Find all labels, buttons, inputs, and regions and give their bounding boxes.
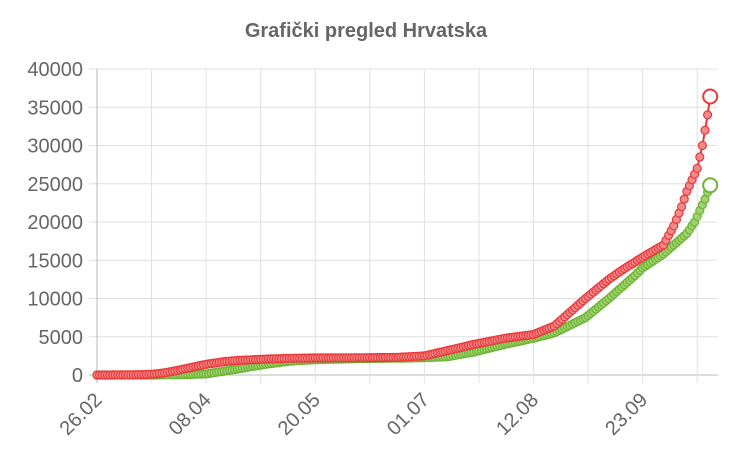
y-tick-label: 15000 <box>27 250 83 272</box>
y-tick-label: 5000 <box>39 327 84 349</box>
y-tick-label: 10000 <box>27 289 83 311</box>
series-0 <box>92 88 719 380</box>
y-tick-label: 20000 <box>27 212 83 234</box>
data-point <box>702 177 719 194</box>
series-line <box>97 96 712 376</box>
y-tick-label: 40000 <box>27 59 83 81</box>
x-tick-label: 23.09 <box>601 389 652 440</box>
data-point <box>702 110 713 120</box>
series-1 <box>92 177 719 380</box>
data-point <box>695 152 705 162</box>
grid <box>89 68 718 383</box>
data-point <box>676 202 687 212</box>
data-point <box>697 140 708 151</box>
y-tick-label: 25000 <box>27 174 83 196</box>
data-point <box>692 163 702 173</box>
x-tick-label: 26.02 <box>56 389 107 440</box>
x-tick-label: 20.05 <box>274 389 325 440</box>
y-tick-label: 0 <box>72 365 83 387</box>
data-point <box>700 125 710 135</box>
y-tick-label: 35000 <box>27 97 83 119</box>
data-point <box>679 194 689 204</box>
chart-title: Grafički pregled Hrvatska <box>244 20 488 42</box>
x-tick-label: 12.08 <box>492 389 543 440</box>
series-line <box>97 184 712 376</box>
x-tick-label: 01.07 <box>383 389 434 440</box>
x-tick-label: 08.04 <box>165 389 216 440</box>
data-point <box>702 88 719 105</box>
y-tick-label: 30000 <box>27 136 83 158</box>
